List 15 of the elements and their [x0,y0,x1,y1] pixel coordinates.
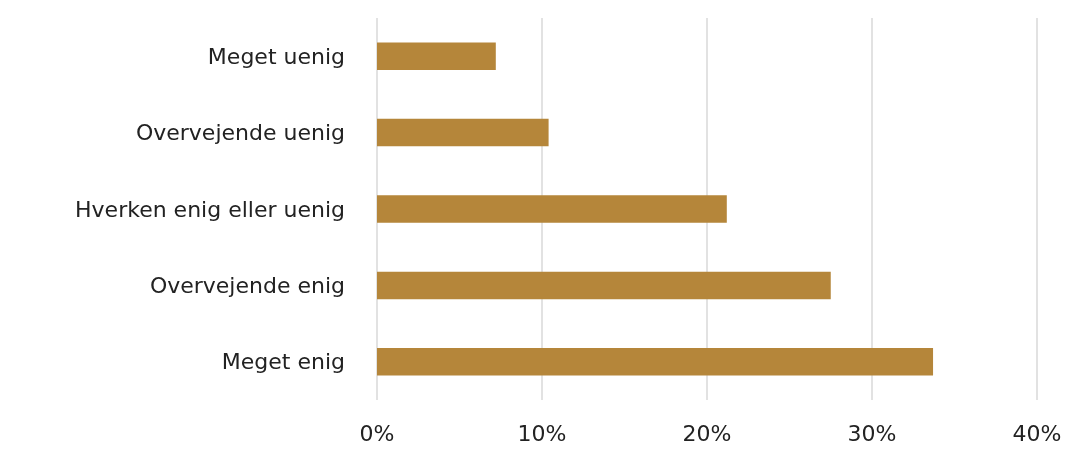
x-tick-label: 40% [1012,420,1062,446]
x-tick-label: 10% [517,420,567,446]
x-tick-label: 30% [847,420,897,446]
y-tick-label: Overvejende uenig [135,120,345,146]
y-tick-label: Overvejende enig [149,272,345,298]
bar [377,348,934,376]
y-tick-label: Hverken enig eller uenig [75,196,345,222]
y-tick-label: Meget enig [221,349,345,375]
bar [377,118,549,147]
bar [377,42,496,70]
bar [377,195,727,223]
bar [377,271,831,300]
x-tick-label: 20% [682,420,732,446]
y-tick-label: Meget uenig [207,43,345,69]
x-tick-label: 0% [359,420,395,446]
